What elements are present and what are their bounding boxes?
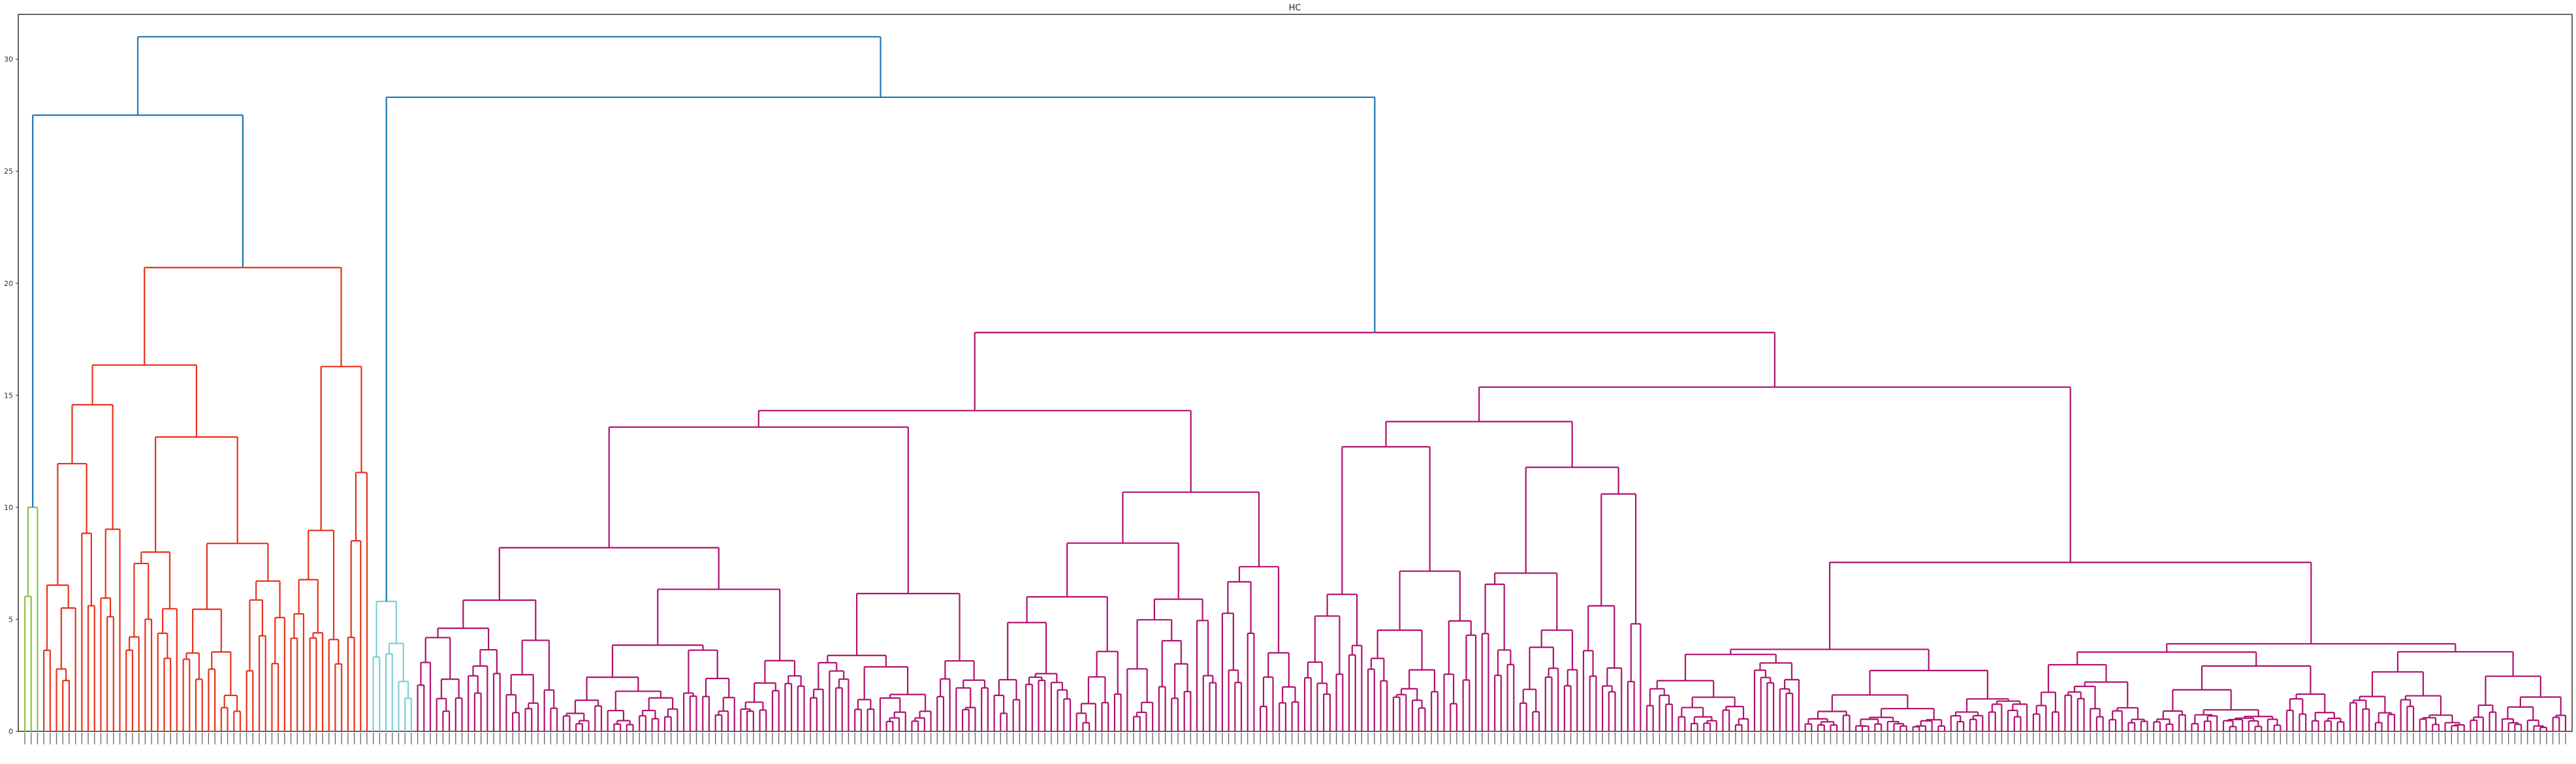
y-tick-label: 10: [4, 503, 13, 512]
leaf-labels: [24, 733, 2566, 744]
dendrogram-tree: [24, 36, 2567, 731]
chart-title: HC: [1289, 3, 1301, 13]
y-tick-label: 25: [4, 167, 13, 176]
y-tick-label: 0: [8, 727, 13, 736]
y-tick-label: 30: [4, 56, 13, 64]
y-axis: 0 5 10 15 20 25 30: [4, 56, 18, 736]
plot-frame: [18, 14, 2573, 732]
y-tick-label: 20: [4, 279, 13, 288]
y-tick-label: 15: [4, 391, 13, 400]
y-tick-label: 5: [8, 615, 13, 624]
